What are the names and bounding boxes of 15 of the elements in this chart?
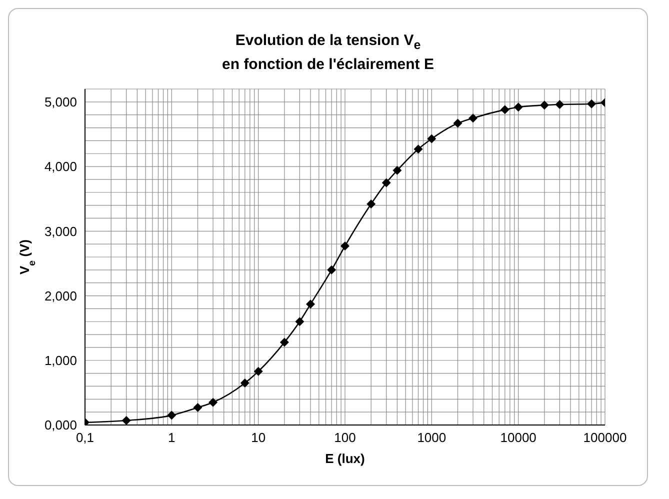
chart-title: Evolution de la tension V$_{e}$ en fonction de l'éclairement E	[221, 31, 435, 75]
y-tick-label: 3,000	[44, 224, 77, 239]
x-tick-label: 1000	[417, 430, 446, 446]
y-tick-label: 0,000	[44, 418, 77, 433]
y-tick-label: 2,000	[44, 288, 77, 304]
x-tick-label: 10000	[500, 430, 536, 446]
x-tick-label: 100000	[583, 430, 627, 446]
x-tick-label: 1	[168, 430, 176, 446]
x-tick-label: 100	[334, 430, 356, 446]
y-tick-label: 1,000	[44, 353, 77, 368]
x-axis-title: E (lux)	[325, 451, 365, 466]
x-tick-label: 0,1	[76, 430, 94, 446]
y-tick-label: 4,000	[44, 159, 77, 174]
y-tick-label: 5,000	[44, 94, 77, 110]
x-tick-label: 10	[251, 430, 266, 446]
